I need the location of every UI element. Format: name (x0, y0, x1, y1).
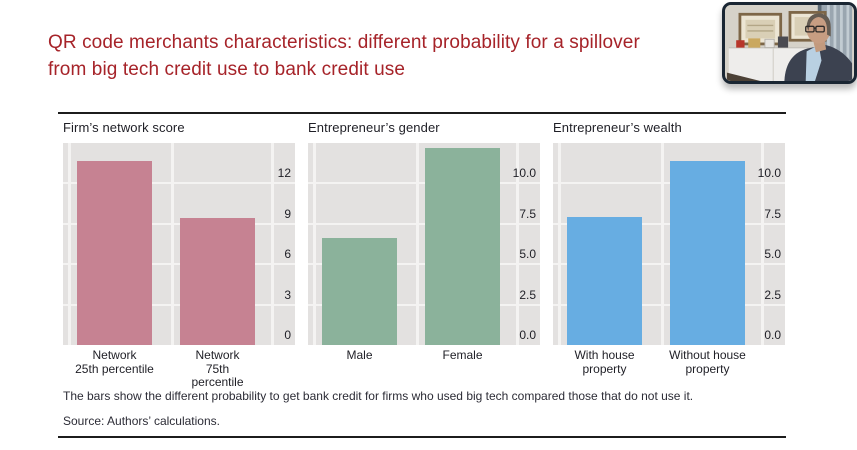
gridline-horizontal (63, 303, 295, 306)
category-label: Male (346, 348, 373, 362)
y-tick-label: 0.0 (519, 328, 536, 342)
gridline-vertical (68, 143, 71, 345)
gridline-horizontal (553, 263, 785, 266)
gridline-horizontal (308, 303, 540, 306)
y-tick-label: 0.0 (764, 328, 781, 342)
bar-without-house-property (670, 161, 745, 345)
y-tick-label: 9 (284, 206, 291, 221)
gridline-vertical (661, 143, 664, 345)
bar-network-75th-percentile (180, 218, 255, 345)
category-label: Network 25th percentile (75, 348, 154, 376)
chart-title: Firm’s network score (63, 120, 185, 135)
category-axis: With house property Without house propert… (553, 345, 785, 381)
y-tick-label: 10.0 (512, 166, 536, 181)
bar-female (425, 148, 500, 345)
gridline-horizontal (553, 303, 785, 306)
y-tick-label: 2.5 (764, 287, 781, 302)
bar-male (322, 238, 397, 345)
slide-title-line-1: QR code merchants characteristics: diffe… (48, 32, 640, 53)
chart-title: Entrepreneur’s gender (308, 120, 440, 135)
category-label: Without house property (669, 348, 746, 376)
gridline-vertical (171, 143, 174, 345)
chart-entrepreneurs-gender: Entrepreneur’s gender 0.0 2.5 5.0 7.5 10.0 M… (308, 120, 540, 381)
y-tick-label: 7.5 (519, 206, 536, 221)
plot-area: 0.0 2.5 5.0 7.5 10.0 (308, 143, 540, 345)
gridline-horizontal (308, 263, 540, 266)
chart-entrepreneurs-wealth: Entrepreneur’s wealth 0.0 2.5 5.0 7.5 10.0 W… (553, 120, 785, 381)
gridline-horizontal (63, 263, 295, 266)
webcam-video-tile[interactable] (722, 2, 857, 84)
y-tick-label: 5.0 (764, 247, 781, 262)
category-label: With house property (574, 348, 635, 376)
y-tick-label: 6 (284, 247, 291, 262)
gridline-horizontal (553, 222, 785, 225)
gridline-vertical (761, 143, 764, 345)
y-tick-label: 12 (277, 166, 291, 181)
webcam-video-frame (726, 5, 853, 81)
bar-network-25th-percentile (77, 161, 152, 345)
presenter-figure (784, 13, 853, 81)
gridline-vertical (516, 143, 519, 345)
gridline-horizontal (308, 182, 540, 185)
gridline-vertical (558, 143, 561, 345)
gridline-horizontal (63, 222, 295, 225)
y-tick-label: 3 (284, 287, 291, 302)
gridline-horizontal (308, 222, 540, 225)
slide-title: QR code merchants characteristics: diffe… (48, 29, 640, 83)
figure-bottom-rule (58, 436, 786, 438)
gridline-vertical (271, 143, 274, 345)
category-axis: Network 25th percentile Network 75th perc… (63, 345, 295, 388)
figure-source: Source: Authors’ calculations. (63, 414, 220, 428)
bar-with-house-property (567, 217, 642, 345)
gridline-vertical (313, 143, 316, 345)
figure-top-rule (58, 112, 786, 114)
gridline-vertical (416, 143, 419, 345)
picture-frame-left (738, 12, 783, 46)
y-tick-label: 0 (284, 328, 291, 342)
chart-title: Entrepreneur’s wealth (553, 120, 682, 135)
category-axis: Male Female (308, 345, 540, 381)
gridline-horizontal (63, 182, 295, 185)
y-tick-label: 10.0 (757, 166, 781, 181)
slide-title-line-2: from big tech credit use to bank credit … (48, 59, 406, 80)
y-tick-label: 2.5 (519, 287, 536, 302)
category-label: Network 75th percentile (191, 348, 244, 389)
y-tick-label: 5.0 (519, 247, 536, 262)
category-label: Female (442, 348, 483, 362)
plot-area: 0.0 2.5 5.0 7.5 10.0 (553, 143, 785, 345)
gridline-horizontal (553, 182, 785, 185)
plot-area: 0 3 6 9 12 (63, 143, 295, 345)
chart-firms-network-score: Firm’s network score 0 3 6 9 12 Network 25th… (63, 120, 295, 389)
y-tick-label: 7.5 (764, 206, 781, 221)
figure-footnote: The bars show the different probability … (63, 389, 694, 403)
